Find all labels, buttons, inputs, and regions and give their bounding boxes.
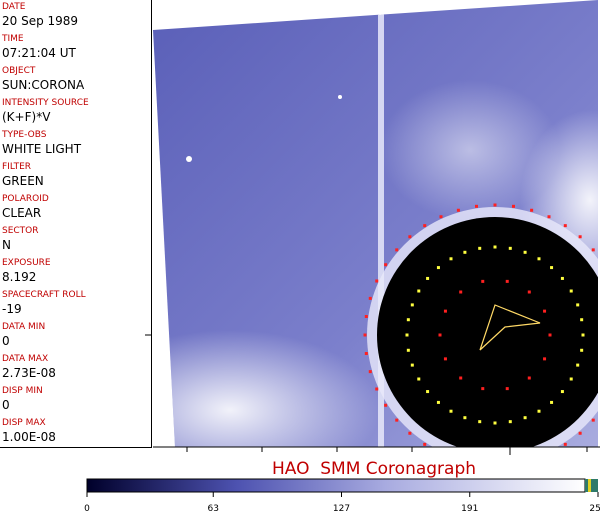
field-label: DATA MIN (2, 322, 46, 332)
colorbar-end (585, 479, 598, 492)
metadata-panel: DATE 20 Sep 1989 TIME 07:21:04 UT OBJECT SUN:… (0, 0, 152, 448)
field-label: INTENSITY SOURCE (2, 98, 89, 108)
field-value: 0 (2, 334, 10, 348)
field-value: (K+F)*V (2, 110, 51, 124)
colorbar-tick-label: 191 (461, 504, 478, 512)
field-label: TIME (2, 34, 24, 44)
field-value: -19 (2, 302, 22, 316)
field-value: 8.192 (2, 270, 37, 284)
colorbar-tick-label: 0 (84, 504, 90, 512)
field-label: FILTER (2, 162, 32, 172)
field-value: 20 Sep 1989 (2, 14, 79, 28)
field-label: DATA MAX (2, 354, 49, 364)
colorbar-tick-label: 255 (589, 504, 600, 512)
field-value: CLEAR (2, 206, 42, 220)
field-value: SUN:CORONA (2, 78, 85, 92)
field-label: DISP MAX (2, 418, 46, 428)
field-label: EXPOSURE (2, 258, 51, 268)
field-label: POLAROID (2, 194, 49, 204)
field-value: 2.73E-08 (2, 366, 56, 380)
field-value: N (2, 238, 11, 252)
colorbar-tick-label: 127 (333, 504, 350, 512)
colorbar-tick-label: 63 (208, 504, 219, 512)
coronagraph-image (153, 0, 598, 447)
field-label: SECTOR (2, 226, 39, 236)
field-label: DISP MIN (2, 386, 43, 396)
field-value: WHITE LIGHT (2, 142, 82, 156)
title: HAO SMM Coronagraph (272, 459, 476, 479)
field-label: SPACECRAFT ROLL (2, 290, 86, 300)
field-label: TYPE-OBS (2, 130, 47, 140)
colorbar (86, 478, 586, 493)
field-value: 07:21:04 UT (2, 46, 76, 60)
field-label: OBJECT (2, 66, 36, 76)
field-value: GREEN (2, 174, 44, 188)
field-label: DATE (2, 2, 26, 12)
field-value: 0 (2, 398, 10, 412)
field-value: 1.00E-08 (2, 430, 56, 444)
